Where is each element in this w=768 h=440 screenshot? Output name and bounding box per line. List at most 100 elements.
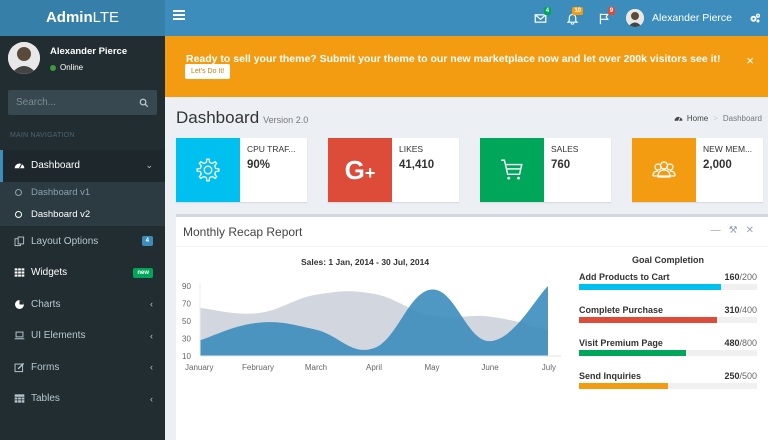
gear-icon	[176, 138, 240, 202]
user-name: Alexander Pierce	[652, 12, 732, 24]
sidebar-item-tables[interactable]: Tables ‹	[0, 383, 165, 415]
table-icon	[13, 393, 25, 404]
svg-text:70: 70	[182, 300, 191, 309]
goal-progress-item: Send Inquiries 250/500	[579, 371, 757, 389]
avatar	[626, 9, 645, 27]
notifications-badge: 10	[572, 7, 584, 15]
goal-value: 250/500	[724, 371, 757, 381]
goal-value: 310/400	[724, 305, 757, 315]
sidebar-toggle-button[interactable]	[173, 10, 185, 24]
sidebar-item-dashboard[interactable]: Dashboard ⌄	[0, 150, 165, 182]
info-box-title: CPU TRAF...	[247, 144, 296, 154]
tasks-badge: 9	[607, 7, 616, 15]
svg-text:50: 50	[182, 317, 191, 326]
user-status: Online	[50, 63, 83, 72]
goal-label: Add Products to Cart	[579, 272, 670, 282]
wrench-icon[interactable]: ⚒	[728, 225, 738, 236]
sidebar-item-layout-options[interactable]: Layout Options 4	[0, 226, 165, 258]
progress-bar	[579, 317, 757, 323]
sidebar-item-label: Layout Options	[31, 235, 99, 247]
search-input[interactable]	[16, 97, 139, 108]
logo[interactable]: AdminLTE	[0, 0, 165, 36]
goal-value: 160/200	[724, 272, 757, 282]
breadcrumb-current: Dashboard	[722, 114, 762, 123]
gears-icon	[750, 13, 761, 23]
tasks-button[interactable]: 9	[588, 0, 620, 36]
progress-bar	[579, 350, 757, 356]
info-box-cpu-traffic: CPU TRAF... 90%	[176, 138, 307, 202]
dashboard-icon	[13, 160, 25, 171]
breadcrumb: Home > Dashboard	[674, 114, 762, 123]
users-icon	[632, 138, 696, 202]
sidebar: Alexander Pierce Online MAIN NAVIGATION …	[0, 36, 165, 440]
edit-icon	[13, 362, 25, 373]
svg-text:90: 90	[182, 282, 191, 291]
page-title-text: Dashboard	[176, 108, 260, 127]
sidebar-item-label: Widgets	[31, 267, 68, 279]
goal-label: Send Inquiries	[579, 371, 642, 381]
progress-bar	[579, 383, 757, 389]
sidebar-subitem-dashboard-v1[interactable]: Dashboard v1	[0, 182, 165, 204]
circle-icon	[15, 211, 22, 218]
sidebar-item-forms[interactable]: Forms ‹	[0, 352, 165, 384]
info-box-title: SALES	[551, 144, 579, 154]
navbar-right: 4 10 9 Alexander Pierce	[524, 0, 768, 36]
goal-completion: Goal Completion Add Products to Cart 160/…	[579, 255, 757, 404]
th-icon	[13, 267, 25, 278]
envelope-icon	[534, 13, 546, 23]
info-box-value: 2,000	[703, 159, 732, 171]
sidebar-subitem-dashboard-v2[interactable]: Dashboard v2	[0, 204, 165, 226]
svg-text:10: 10	[182, 352, 191, 361]
sidebar-item-label: Tables	[31, 393, 60, 405]
sidebar-user-name: Alexander Pierce	[50, 46, 128, 57]
info-box-likes: G+ LIKES 41,410	[328, 138, 459, 202]
sidebar-subitem-label: Dashboard v1	[31, 187, 91, 198]
flag-icon	[599, 13, 609, 24]
user-menu[interactable]: Alexander Pierce	[620, 0, 742, 36]
chevron-down-icon: ⌄	[145, 160, 153, 171]
goal-progress-item: Visit Premium Page 480/800	[579, 338, 757, 356]
svg-text:March: March	[305, 363, 327, 372]
progress-bar	[579, 284, 757, 290]
sidebar-menu: Dashboard ⌄ Dashboard v1 Dashboard v2 La…	[0, 150, 165, 415]
sidebar-subitem-label: Dashboard v2	[31, 209, 91, 220]
collapse-minus-icon[interactable]: —	[710, 225, 721, 236]
close-icon[interactable]: ✕	[745, 225, 754, 236]
info-box-value: 760	[551, 159, 571, 171]
layout-options-badge: 4	[141, 236, 153, 247]
files-icon	[13, 236, 25, 247]
notifications-button[interactable]: 10	[556, 0, 588, 36]
chevron-left-icon: ‹	[150, 362, 153, 373]
breadcrumb-home-link[interactable]: Home	[686, 114, 709, 123]
goal-label: Visit Premium Page	[579, 338, 663, 348]
goal-progress-item: Complete Purchase 310/400	[579, 305, 757, 323]
close-icon[interactable]: ×	[746, 53, 754, 68]
goal-value: 480/800	[724, 338, 757, 348]
sales-area-chart: 10 30 50 70 90 January February March April May J…	[182, 282, 561, 372]
info-box-value: 41,410	[399, 159, 435, 171]
page-title: Dashboard Version 2.0	[176, 108, 308, 128]
sidebar-item-widgets[interactable]: Widgets new	[0, 257, 165, 289]
info-box-value: 90%	[247, 159, 271, 171]
chevron-left-icon: ‹	[150, 393, 153, 404]
sidebar-item-charts[interactable]: Charts ‹	[0, 289, 165, 321]
box-header: Monthly Recap Report — ⚒ ✕	[176, 217, 768, 247]
info-boxes: CPU TRAF... 90% G+ LIKES 41,410 SALES 760 N…	[176, 138, 768, 202]
sidebar-item-label: Dashboard	[31, 160, 80, 172]
svg-text:April: April	[366, 363, 382, 372]
box-tools: — ⚒ ✕	[711, 225, 754, 236]
search-icon[interactable]	[139, 98, 149, 108]
sidebar-item-ui-elements[interactable]: UI Elements ‹	[0, 320, 165, 352]
messages-button[interactable]: 4	[524, 0, 556, 36]
svg-text:June: June	[481, 363, 499, 372]
chevron-left-icon: ‹	[150, 330, 153, 341]
info-box-title: LIKES	[399, 144, 424, 154]
control-sidebar-button[interactable]	[742, 0, 768, 36]
chart-series-area	[200, 286, 548, 356]
svg-text:30: 30	[182, 335, 191, 344]
lets-do-it-button[interactable]: Let's Do It!	[185, 64, 231, 79]
sidebar-item-label: Charts	[31, 298, 61, 310]
circle-icon	[15, 189, 22, 196]
online-dot-icon	[50, 64, 56, 71]
alert-message: Ready to sell your theme? Submit your th…	[186, 53, 721, 65]
